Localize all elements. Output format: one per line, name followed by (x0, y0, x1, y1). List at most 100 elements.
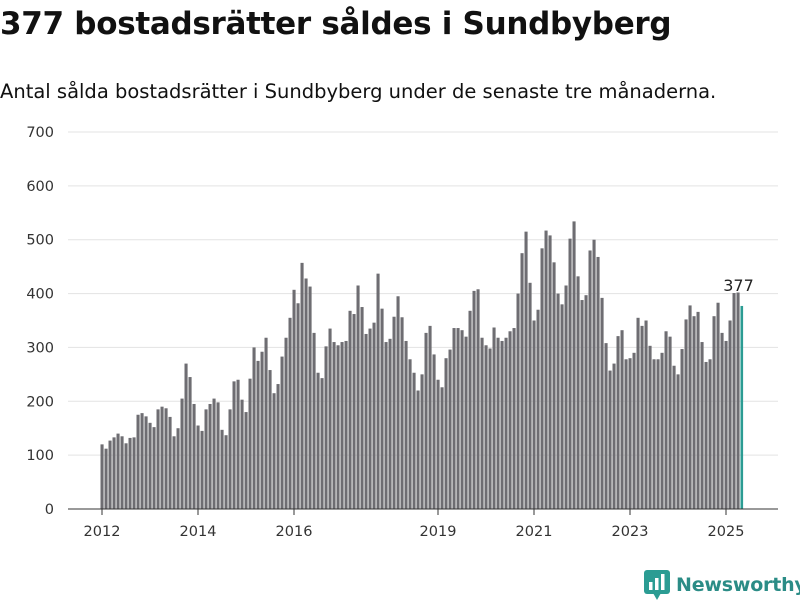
bar (268, 370, 272, 509)
bar (116, 433, 120, 509)
bar (224, 435, 228, 509)
bar (692, 316, 696, 509)
bar (236, 379, 240, 509)
bar (204, 409, 208, 509)
newsworthy-logo: Newsworthy (644, 570, 800, 600)
bar (476, 289, 480, 509)
bar (668, 336, 672, 509)
bar (424, 332, 428, 509)
bar (228, 409, 232, 509)
bar (288, 317, 292, 509)
bar (332, 342, 336, 509)
bar (192, 403, 196, 509)
bar (608, 370, 612, 509)
bar (684, 319, 688, 509)
y-tick-label: 700 (26, 125, 54, 141)
bar (532, 320, 536, 509)
bar (148, 422, 152, 509)
bar (708, 359, 712, 509)
bar (432, 354, 436, 509)
bar (716, 302, 720, 509)
x-tick-label: 2021 (516, 524, 553, 540)
bar (264, 337, 268, 509)
bar (372, 322, 376, 509)
bar (100, 444, 104, 509)
bar (724, 340, 728, 509)
bar (720, 332, 724, 509)
bar (156, 409, 160, 509)
bar (388, 338, 392, 509)
bar (404, 340, 408, 509)
y-tick-label: 400 (26, 287, 54, 303)
bar (160, 406, 164, 509)
bar (620, 330, 624, 509)
bar (152, 427, 156, 509)
bar (680, 349, 684, 509)
y-axis-labels: 0 100 200 300 400 500 600 700 (26, 125, 54, 518)
x-tick-label: 2019 (420, 524, 457, 540)
bar (484, 345, 488, 509)
bar (488, 348, 492, 509)
bar (728, 320, 732, 509)
bar (292, 289, 296, 509)
bar (380, 308, 384, 509)
chart-title: 377 bostadsrätter såldes i Sundbyberg (0, 6, 672, 42)
bar (276, 384, 280, 509)
bar (248, 378, 252, 509)
bar (508, 331, 512, 509)
annotation: 377 (723, 276, 754, 295)
bar (272, 393, 276, 509)
y-tick-label: 500 (26, 233, 54, 249)
bar (452, 328, 456, 509)
bar (304, 278, 308, 509)
bar (504, 337, 508, 509)
bar (524, 231, 528, 509)
bar (172, 436, 176, 509)
y-tick-label: 300 (26, 340, 54, 356)
bar (368, 328, 372, 509)
bar (396, 296, 400, 509)
bar (296, 303, 300, 509)
bar (348, 310, 352, 509)
bar (376, 273, 380, 509)
bar (284, 337, 288, 509)
bar (200, 430, 204, 509)
bar (392, 316, 396, 509)
bar (736, 292, 740, 509)
bar (664, 331, 668, 509)
bar (696, 311, 700, 509)
bar (300, 262, 304, 509)
bar (676, 374, 680, 509)
bar (472, 290, 476, 509)
bar (232, 381, 236, 509)
bar (140, 413, 144, 509)
newsworthy-logo-icon (644, 570, 670, 600)
bar (340, 342, 344, 509)
bar (732, 293, 736, 509)
bar (528, 282, 532, 509)
bar (512, 328, 516, 509)
brand-name: Newsworthy (676, 574, 800, 596)
bar (740, 305, 744, 509)
bar (492, 327, 496, 509)
bar (244, 412, 248, 509)
bar (336, 345, 340, 509)
bar (496, 337, 500, 509)
bar (196, 425, 200, 509)
bar (604, 343, 608, 509)
chart-subtitle: Antal sålda bostadsrätter i Sundbyberg u… (0, 80, 717, 103)
bar (108, 440, 112, 509)
y-tick-label: 0 (45, 502, 54, 518)
bar (352, 314, 356, 509)
bar (580, 300, 584, 509)
bar (104, 448, 108, 509)
bar (320, 378, 324, 509)
y-tick-label: 200 (26, 394, 54, 410)
bar (672, 365, 676, 509)
x-tick-label: 2016 (276, 524, 313, 540)
bar (440, 387, 444, 509)
bar (568, 238, 572, 509)
bars (100, 221, 744, 510)
x-tick-label: 2025 (708, 524, 745, 540)
